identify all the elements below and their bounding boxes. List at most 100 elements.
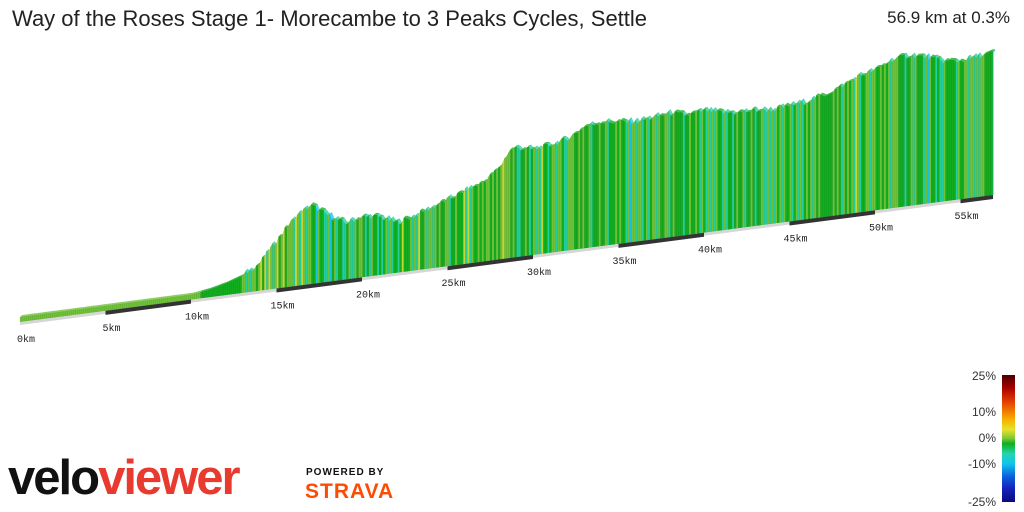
profile-segment-top bbox=[192, 291, 197, 295]
profile-segment-top bbox=[844, 80, 850, 84]
profile-segment-top bbox=[662, 113, 667, 116]
profile-segment-top bbox=[623, 118, 628, 122]
profile-segment-top bbox=[678, 110, 684, 113]
profile-segment-top bbox=[344, 220, 349, 225]
profile-segment-top bbox=[621, 117, 626, 121]
profile-segment-top bbox=[223, 281, 228, 285]
profile-segment-top bbox=[379, 214, 384, 217]
profile-segment-top bbox=[405, 215, 411, 219]
profile-segment-top bbox=[114, 302, 119, 305]
distance-band bbox=[105, 299, 192, 315]
profile-segment-top bbox=[132, 300, 138, 303]
profile-segment-top bbox=[83, 306, 89, 309]
profile-segment-top bbox=[34, 312, 39, 316]
profile-segment-top bbox=[668, 109, 673, 116]
profile-segment-top bbox=[820, 92, 825, 96]
profile-segment-top bbox=[738, 109, 743, 112]
profile-segment-top bbox=[40, 312, 45, 315]
distance-band bbox=[789, 210, 876, 226]
x-tick-label: 30km bbox=[527, 267, 551, 279]
profile-segment-top bbox=[912, 52, 918, 59]
profile-segment-top bbox=[67, 308, 72, 311]
profile-segment-top bbox=[54, 310, 60, 313]
profile-segment-top bbox=[81, 306, 87, 309]
profile-segment-top bbox=[391, 216, 396, 223]
profile-segment-top bbox=[937, 55, 942, 59]
x-tick-label: 45km bbox=[784, 234, 808, 246]
profile-segment-top bbox=[740, 109, 745, 113]
profile-segment-top bbox=[22, 314, 27, 317]
profile-segment-top bbox=[30, 313, 35, 316]
profile-segment-top bbox=[955, 59, 961, 63]
profile-segment-top bbox=[660, 112, 665, 116]
profile-segment-top bbox=[420, 208, 425, 212]
profile-segment-top bbox=[422, 209, 427, 213]
profile-segment-top bbox=[906, 55, 911, 59]
x-tick-label: 20km bbox=[356, 289, 380, 301]
profile-segment-top bbox=[530, 147, 536, 150]
profile-segment-top bbox=[216, 283, 222, 287]
profile-segment-top bbox=[204, 288, 210, 291]
profile-segment-top bbox=[118, 301, 123, 305]
profile-segment-top bbox=[372, 212, 378, 216]
logo-viewer-text: viewer bbox=[98, 451, 241, 505]
distance-band bbox=[20, 310, 106, 325]
profile-segment-top bbox=[608, 119, 614, 124]
profile-segment-top bbox=[149, 297, 154, 301]
profile-segment-top bbox=[89, 305, 95, 308]
profile-segment-top bbox=[102, 304, 107, 307]
profile-segment-top bbox=[787, 103, 792, 107]
profile-segment-top bbox=[87, 305, 93, 309]
profile-segment-top bbox=[610, 121, 616, 124]
profile-segment-top bbox=[75, 307, 80, 310]
profile-segment-top bbox=[935, 54, 940, 58]
profile-segment-top bbox=[100, 304, 105, 307]
profile-segment-top bbox=[151, 297, 156, 300]
profile-segment-top bbox=[219, 283, 224, 286]
profile-segment-top bbox=[210, 286, 216, 289]
profile-segment-top bbox=[342, 217, 347, 223]
profile-segment-top bbox=[752, 106, 758, 110]
veloviewer-logo[interactable]: veloviewer bbox=[8, 448, 241, 508]
x-tick-label: 40km bbox=[698, 245, 722, 257]
profile-segment-top bbox=[186, 293, 191, 296]
profile-segment-top bbox=[822, 93, 827, 97]
profile-segment-top bbox=[596, 122, 602, 126]
profile-segment-top bbox=[686, 112, 692, 116]
profile-segment-top bbox=[171, 294, 177, 298]
profile-segment-top bbox=[169, 295, 175, 298]
profile-segment-top bbox=[194, 291, 199, 294]
profile-segment-top bbox=[387, 214, 392, 222]
strava-logo[interactable]: STRAVA bbox=[305, 480, 395, 503]
profile-segment-top bbox=[717, 108, 723, 111]
profile-segment-top bbox=[173, 294, 179, 297]
profile-segment-top bbox=[949, 57, 955, 60]
profile-segment-top bbox=[212, 285, 218, 289]
profile-segment-top bbox=[120, 301, 126, 304]
profile-segment-top bbox=[77, 307, 82, 310]
distance-band bbox=[704, 221, 790, 236]
profile-segment-top bbox=[613, 120, 618, 124]
profile-segment-top bbox=[221, 282, 226, 286]
profile-segment-top bbox=[44, 311, 50, 314]
profile-segment-top bbox=[680, 110, 686, 114]
profile-segment-top bbox=[549, 144, 554, 147]
profile-segment-top bbox=[159, 296, 164, 299]
profile-segment-top bbox=[136, 299, 142, 302]
profile-segment-top bbox=[545, 141, 550, 144]
profile-segment-top bbox=[959, 58, 965, 62]
profile-segment-top bbox=[961, 59, 967, 63]
profile-segment-top bbox=[128, 300, 134, 303]
profile-segment-top bbox=[126, 300, 132, 304]
profile-segment-top bbox=[543, 141, 548, 145]
profile-segment-top bbox=[284, 225, 290, 229]
profile-segment-top bbox=[26, 313, 31, 317]
distance-band bbox=[276, 277, 363, 293]
chart-title: Way of the Roses Stage 1- Morecambe to 3… bbox=[12, 6, 648, 31]
profile-segment-top bbox=[584, 124, 589, 127]
profile-segment-top bbox=[834, 86, 840, 90]
profile-segment-top bbox=[522, 147, 528, 150]
scale-tick-label: -25% bbox=[968, 495, 996, 509]
x-tick-label: 10km bbox=[185, 312, 209, 324]
